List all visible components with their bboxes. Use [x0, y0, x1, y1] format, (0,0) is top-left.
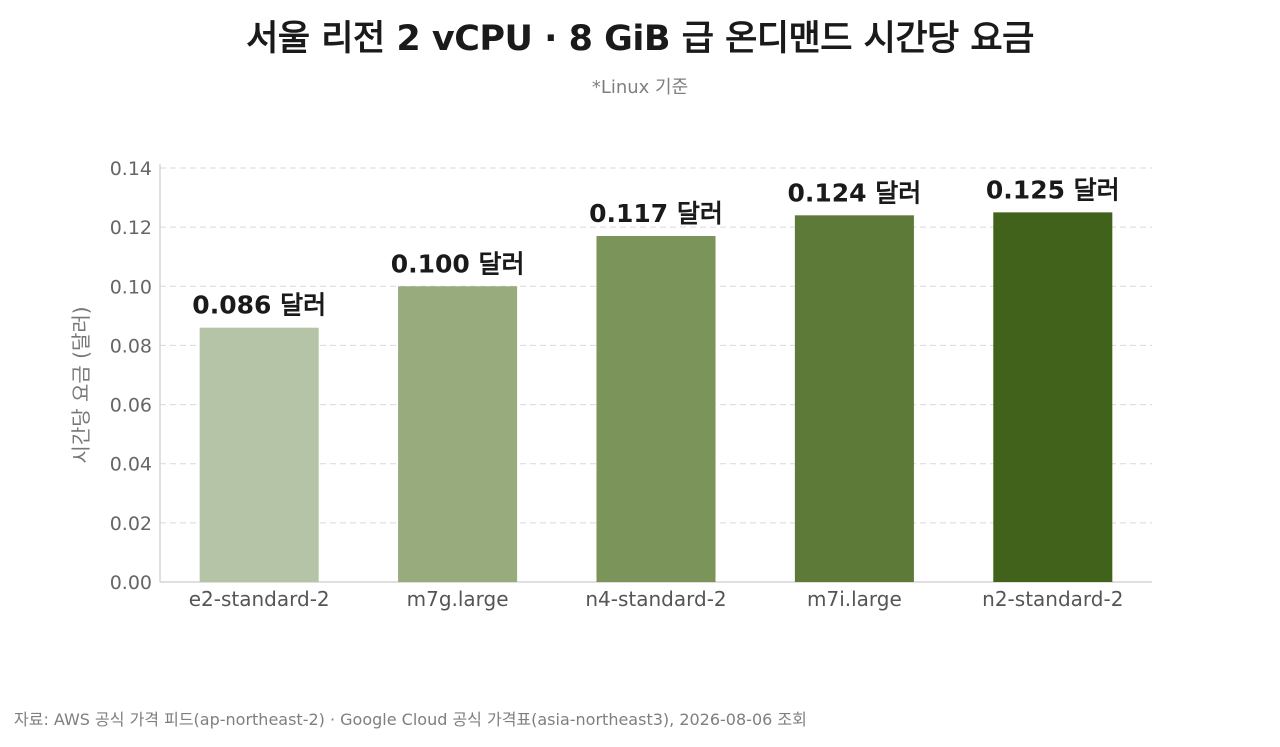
x-category-label: e2-standard-2: [189, 587, 330, 611]
y-tick-label: 0.14: [110, 158, 152, 180]
y-tick-label: 0.12: [110, 217, 152, 239]
bar-e2-standard-2: [199, 327, 319, 582]
x-category-label: m7g.large: [407, 587, 509, 611]
y-tick-label: 0.00: [110, 572, 152, 594]
value-label: 0.100 달러: [391, 249, 525, 278]
bar-n4-standard-2: [596, 236, 716, 582]
y-tick-label: 0.08: [110, 335, 152, 357]
bar-m7i.large: [794, 215, 914, 583]
source-note: 자료: AWS 공식 가격 피드(ap-northeast-2) · Googl…: [14, 710, 807, 729]
y-axis-title: 시간당 요금 (달러): [69, 306, 93, 463]
y-tick-label: 0.02: [110, 513, 152, 535]
y-tick-label: 0.04: [110, 454, 152, 476]
chart-title: 서울 리전 2 vCPU · 8 GiB 급 온디맨드 시간당 요금: [246, 19, 1034, 59]
value-label: 0.117 달러: [589, 199, 723, 228]
x-category-label: m7i.large: [807, 587, 902, 611]
x-category-label: n4-standard-2: [585, 587, 726, 611]
x-category-label: n2-standard-2: [982, 587, 1123, 611]
y-tick-label: 0.06: [110, 395, 152, 417]
chart-subtitle: *Linux 기준: [591, 77, 689, 98]
bars: [199, 212, 1113, 583]
bar-n2-standard-2: [993, 212, 1113, 582]
value-label: 0.125 달러: [986, 175, 1120, 204]
y-tick-label: 0.10: [110, 276, 152, 298]
value-label: 0.124 달러: [788, 178, 922, 207]
labels: 0.00 0.02 0.04 0.06 0.08 0.10 0.12 0.14 0.086 달러…: [110, 158, 1124, 611]
bar-m7g.large: [398, 286, 518, 582]
value-label: 0.086 달러: [192, 291, 326, 320]
